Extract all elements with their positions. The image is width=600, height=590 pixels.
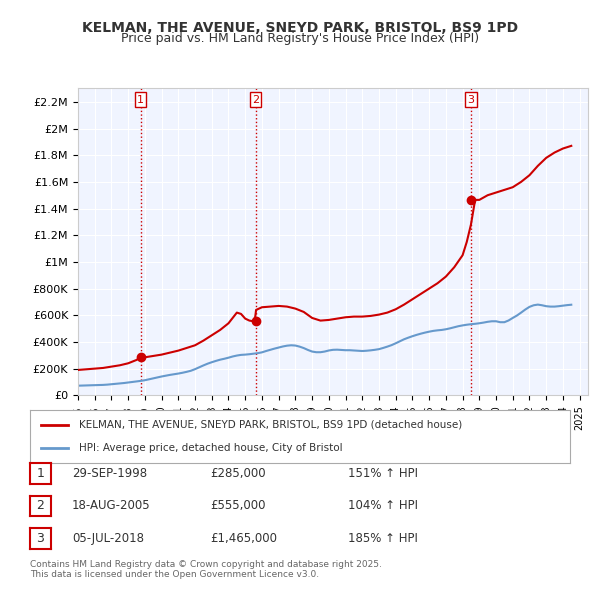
Text: £285,000: £285,000 <box>210 467 266 480</box>
Text: Contains HM Land Registry data © Crown copyright and database right 2025.
This d: Contains HM Land Registry data © Crown c… <box>30 560 382 579</box>
Text: £555,000: £555,000 <box>210 499 265 512</box>
Text: 2: 2 <box>252 94 259 104</box>
Text: 151% ↑ HPI: 151% ↑ HPI <box>348 467 418 480</box>
Text: 185% ↑ HPI: 185% ↑ HPI <box>348 532 418 545</box>
Text: 104% ↑ HPI: 104% ↑ HPI <box>348 499 418 512</box>
Text: KELMAN, THE AVENUE, SNEYD PARK, BRISTOL, BS9 1PD: KELMAN, THE AVENUE, SNEYD PARK, BRISTOL,… <box>82 21 518 35</box>
Text: 29-SEP-1998: 29-SEP-1998 <box>72 467 147 480</box>
Text: 18-AUG-2005: 18-AUG-2005 <box>72 499 151 512</box>
Text: Price paid vs. HM Land Registry's House Price Index (HPI): Price paid vs. HM Land Registry's House … <box>121 32 479 45</box>
Text: HPI: Average price, detached house, City of Bristol: HPI: Average price, detached house, City… <box>79 443 342 453</box>
Text: 3: 3 <box>37 532 44 545</box>
Text: 2: 2 <box>37 499 44 513</box>
Text: 05-JUL-2018: 05-JUL-2018 <box>72 532 144 545</box>
Text: 1: 1 <box>137 94 144 104</box>
Text: KELMAN, THE AVENUE, SNEYD PARK, BRISTOL, BS9 1PD (detached house): KELMAN, THE AVENUE, SNEYD PARK, BRISTOL,… <box>79 420 462 430</box>
Text: £1,465,000: £1,465,000 <box>210 532 277 545</box>
Text: 1: 1 <box>37 467 44 480</box>
Text: 3: 3 <box>467 94 475 104</box>
